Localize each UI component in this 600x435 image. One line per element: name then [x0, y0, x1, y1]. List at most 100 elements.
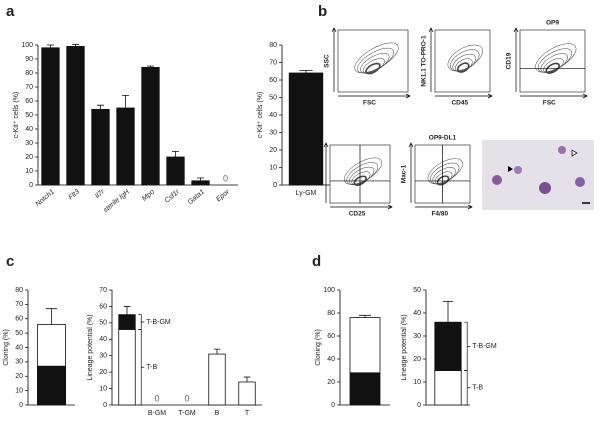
- x-tick-label: Mpo: [141, 189, 156, 203]
- error-bar: [197, 177, 204, 181]
- x-tick-label: Csf1r: [164, 188, 182, 205]
- y-tick-label: 10: [15, 387, 23, 394]
- x-axis-label: CD25: [349, 211, 366, 218]
- contour: [545, 62, 560, 74]
- bar: [208, 353, 226, 406]
- axis-arrow: [435, 93, 493, 99]
- y-axis-label: CD19: [506, 52, 513, 69]
- arrowhead: [508, 166, 513, 172]
- cell: [514, 166, 522, 174]
- plot-frame: [434, 29, 491, 93]
- y-tick-label: 80: [25, 70, 33, 77]
- y-tick-label: 30: [15, 359, 23, 366]
- legend-bracket: [138, 329, 145, 406]
- bar: [288, 72, 324, 186]
- y-tick-label: 20: [99, 369, 107, 376]
- contour: [354, 42, 399, 74]
- y-tick-label: 20: [327, 379, 335, 386]
- y-axis-label: c-Kit⁺ cells (%): [257, 92, 264, 138]
- zero-label: 0: [223, 173, 228, 183]
- y-tick-label: 30: [413, 333, 421, 340]
- legend-bracket: [138, 314, 145, 330]
- y-tick-label: 80: [269, 42, 277, 49]
- error-bar: [243, 376, 251, 382]
- micrograph: [482, 140, 594, 210]
- y-tick-label: 50: [99, 320, 107, 327]
- y-tick-label: 0: [331, 402, 335, 409]
- bar: [91, 109, 110, 186]
- axis-arrow: [415, 204, 473, 210]
- y-tick-label: 10: [413, 379, 421, 386]
- axis-arrow: [323, 142, 329, 203]
- micrograph-image: [482, 140, 594, 210]
- x-tick-label: Epor: [215, 188, 231, 203]
- y-tick-label: 80: [15, 287, 23, 294]
- y-tick-label: 40: [269, 112, 277, 119]
- contour: [357, 47, 394, 74]
- legend-bracket: [464, 370, 471, 406]
- y-tick-label: 0: [19, 402, 23, 409]
- cell: [575, 177, 585, 187]
- y-axis-label: Cloning (%): [315, 329, 322, 366]
- panel-label: b: [318, 3, 327, 20]
- bar: [349, 372, 381, 406]
- bar: [166, 156, 185, 186]
- contour: [456, 62, 470, 73]
- bar: [118, 314, 136, 330]
- y-tick-label: 20: [15, 373, 23, 380]
- y-axis-label: c-Kit⁺ cells (%): [13, 92, 20, 138]
- y-tick-label: 60: [15, 316, 23, 323]
- error-bar: [147, 65, 154, 68]
- panel-label: d: [312, 253, 321, 270]
- x-tick-label: Ly-GM: [296, 190, 317, 197]
- y-tick-label: 60: [99, 303, 107, 310]
- bar: [41, 47, 60, 186]
- x-tick-label: B: [215, 410, 220, 417]
- x-tick-label: Flt3: [68, 189, 82, 202]
- y-tick-label: 100: [21, 42, 33, 49]
- bar: [37, 324, 67, 367]
- error-bar: [213, 348, 221, 355]
- error-bar: [72, 43, 79, 47]
- contour: [353, 175, 368, 186]
- zero-label: 0: [184, 393, 189, 403]
- y-tick-label: 0: [29, 182, 33, 189]
- contour: [365, 62, 381, 75]
- error-bar: [122, 95, 129, 108]
- legend-bracket: [464, 321, 471, 371]
- y-tick-label: 50: [413, 287, 421, 294]
- axis-arrow: [520, 93, 588, 99]
- y-tick-label: 30: [99, 353, 107, 360]
- axis-arrow: [331, 27, 337, 92]
- legend-label: T-B-GM: [472, 343, 497, 350]
- axis-arrow: [408, 142, 414, 203]
- y-axis-label: Lineage potential (%): [87, 314, 94, 380]
- y-axis-label: Mac-1: [401, 164, 408, 183]
- error-bar: [299, 69, 313, 73]
- y-tick-label: 0: [417, 402, 421, 409]
- y-tick-label: 10: [25, 168, 33, 175]
- y-axis-label: SSC: [324, 54, 331, 68]
- bar: [118, 329, 136, 406]
- y-tick-label: 80: [327, 310, 335, 317]
- cell: [558, 146, 566, 154]
- arrowhead: [571, 149, 578, 157]
- plot-frame: [337, 29, 409, 93]
- error-bar: [172, 151, 179, 157]
- y-tick-label: 50: [15, 330, 23, 337]
- bar: [434, 321, 462, 371]
- y-axis-label: NK1.1 TO-PRO-1: [421, 35, 428, 87]
- bar: [37, 365, 67, 406]
- cell: [492, 175, 502, 185]
- y-axis-label: Lineage potential (%): [401, 314, 408, 380]
- x-tick-label: B-GM: [148, 410, 166, 417]
- y-tick-label: 70: [99, 287, 107, 294]
- y-tick-label: 0: [103, 402, 107, 409]
- x-tick-label: sterile IgH: [102, 188, 131, 214]
- y-tick-label: 30: [25, 140, 33, 147]
- y-tick-label: 70: [15, 301, 23, 308]
- axis-arrow: [513, 27, 519, 92]
- y-tick-label: 100: [323, 287, 335, 294]
- contour: [343, 157, 383, 185]
